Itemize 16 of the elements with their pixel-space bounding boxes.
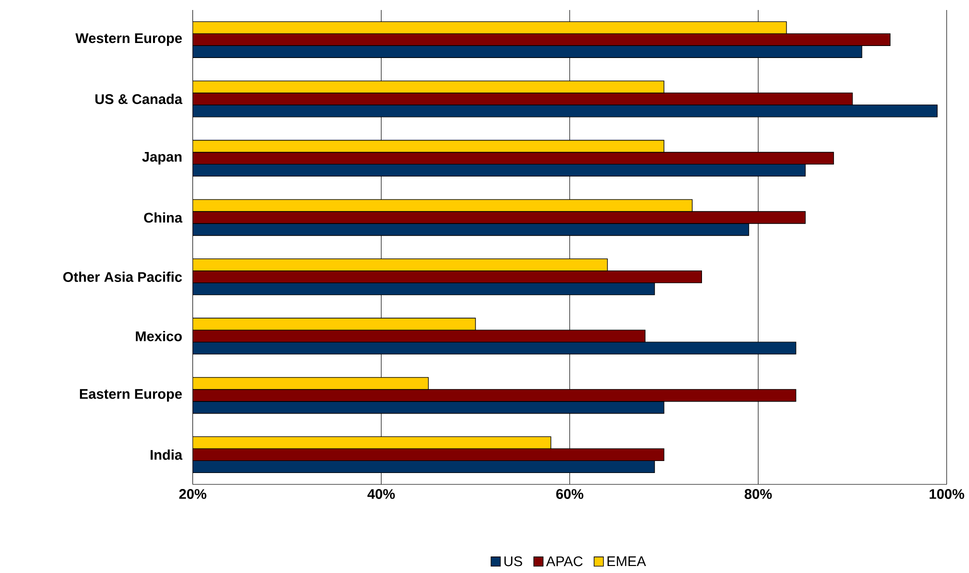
legend-label: US	[504, 556, 522, 566]
legend-label: EMEA	[608, 556, 646, 566]
legend-label: APAC	[546, 556, 583, 566]
y-tick-label: Mexico	[136, 330, 182, 342]
x-tick-label: 20%	[179, 488, 206, 499]
y-tick-label: Eastern Europe	[80, 388, 182, 402]
x-tick-label: 100%	[930, 488, 964, 499]
y-tick-label: China	[144, 212, 182, 222]
x-tick-label: 80%	[744, 488, 772, 499]
y-tick-label: Western Europe	[75, 33, 182, 46]
y-tick-label: US & Canada	[95, 94, 182, 104]
x-tick-label: 40%	[367, 488, 395, 499]
x-tick-label: 60%	[556, 488, 584, 499]
y-tick-label: India	[150, 449, 182, 460]
y-tick-label: Other Asia Pacific	[63, 271, 182, 282]
y-tick-label: Japan	[142, 152, 182, 164]
